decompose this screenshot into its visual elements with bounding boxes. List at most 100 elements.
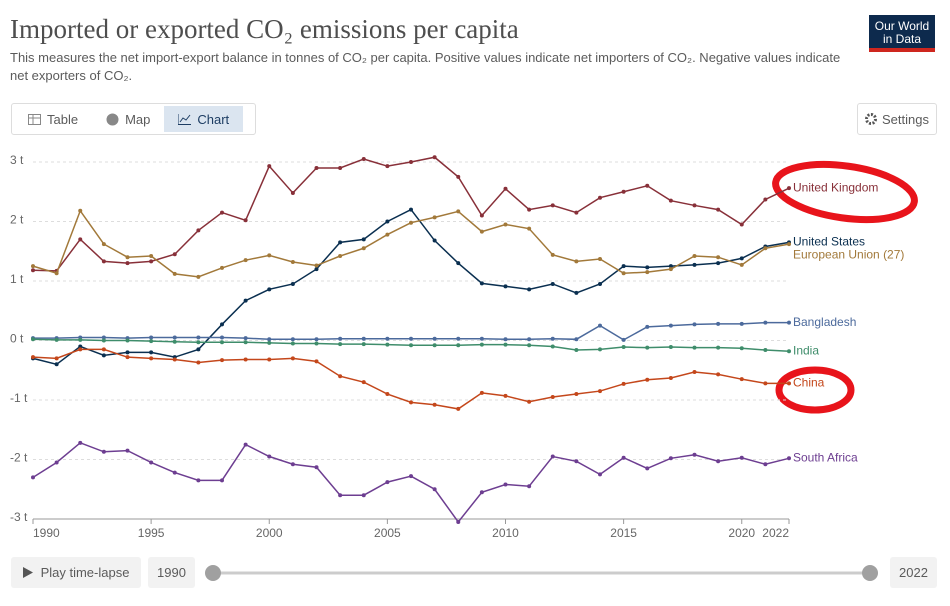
y-tick-label: 2 t [10, 213, 24, 227]
slider-knob[interactable] [862, 565, 878, 581]
y-tick-label: -1 t [10, 391, 28, 405]
data-point [290, 462, 295, 467]
data-point [243, 340, 248, 345]
slider-knob[interactable] [205, 565, 221, 581]
data-point [220, 322, 224, 327]
data-point [787, 456, 791, 461]
x-tick-label: 1990 [33, 526, 60, 540]
data-point [716, 459, 721, 464]
legend-label: South Africa [793, 450, 858, 464]
data-point [621, 345, 626, 350]
data-point [479, 342, 484, 347]
data-point [787, 242, 791, 247]
data-point [78, 344, 83, 349]
x-tick-label: 2015 [610, 526, 637, 540]
data-point [692, 254, 697, 259]
data-point [314, 337, 319, 342]
data-point [314, 263, 319, 268]
timeline-start[interactable]: 1990 [148, 557, 195, 588]
data-point [739, 262, 744, 267]
data-point [125, 261, 130, 266]
data-point [243, 258, 248, 263]
data-point [220, 340, 224, 345]
data-point [763, 197, 768, 202]
data-point [314, 465, 319, 470]
data-point [101, 449, 106, 454]
data-point [432, 238, 437, 243]
data-point [385, 342, 390, 347]
timeline-slider [205, 565, 878, 581]
data-point [243, 357, 248, 362]
data-point [479, 490, 484, 495]
timeline-end[interactable]: 2022 [890, 557, 937, 588]
data-point [385, 219, 390, 224]
data-point [456, 174, 461, 179]
data-point [550, 281, 555, 286]
legend-label: Bangladesh [793, 315, 856, 329]
tab[interactable]: Table [14, 106, 92, 132]
data-point [503, 222, 508, 227]
data-point [763, 462, 768, 467]
data-point [220, 478, 224, 483]
data-point [243, 218, 248, 223]
tab-bar: Table Map Chart [11, 103, 256, 135]
data-point [479, 213, 484, 218]
data-point [267, 340, 272, 345]
data-point [432, 487, 437, 492]
data-point [503, 393, 508, 398]
data-point [645, 377, 650, 382]
data-point [432, 155, 437, 160]
data-point [645, 183, 650, 188]
data-point [598, 347, 602, 352]
data-point [54, 356, 59, 361]
data-point [243, 298, 248, 303]
data-point [385, 392, 390, 397]
annotation-circle [772, 160, 918, 224]
data-point [527, 287, 532, 292]
x-tick-label: 2010 [492, 526, 519, 540]
data-point [78, 208, 83, 213]
data-point [149, 259, 154, 264]
data-point [550, 454, 555, 459]
data-point [503, 186, 508, 191]
data-point [456, 261, 461, 266]
data-point [668, 323, 673, 328]
play-button[interactable]: Play time-lapse [11, 557, 141, 588]
data-point [598, 256, 602, 261]
y-tick-label: -3 t [10, 510, 28, 524]
data-point [668, 345, 673, 350]
logo[interactable]: Our World in Data [869, 15, 935, 52]
data-point [598, 389, 602, 394]
data-point [621, 455, 626, 460]
tab-label: Table [47, 111, 79, 127]
data-point [574, 290, 579, 295]
data-point [456, 343, 461, 348]
data-point [692, 452, 697, 457]
data-point [125, 355, 130, 360]
data-point [716, 207, 721, 212]
legend-label: European Union (27) [793, 247, 904, 261]
data-point [763, 246, 768, 251]
data-point [692, 322, 697, 327]
data-point [196, 340, 201, 345]
data-point [409, 400, 413, 405]
data-point [290, 259, 295, 264]
data-point [149, 460, 154, 465]
data-point [101, 353, 106, 358]
data-point [338, 165, 343, 170]
data-point [172, 271, 177, 276]
tab[interactable]: Map [92, 106, 164, 132]
settings-button[interactable]: Settings [857, 103, 937, 135]
data-point [409, 220, 413, 225]
data-point [361, 493, 366, 498]
data-point [172, 339, 177, 344]
data-point [290, 281, 295, 286]
data-point [763, 348, 768, 353]
x-tick-label: 2022 [762, 526, 789, 540]
data-point [78, 337, 83, 342]
data-point [716, 255, 721, 260]
data-point [385, 480, 390, 485]
data-point [409, 474, 413, 479]
tab[interactable]: Chart [164, 106, 244, 132]
button-label: Settings [882, 111, 929, 127]
